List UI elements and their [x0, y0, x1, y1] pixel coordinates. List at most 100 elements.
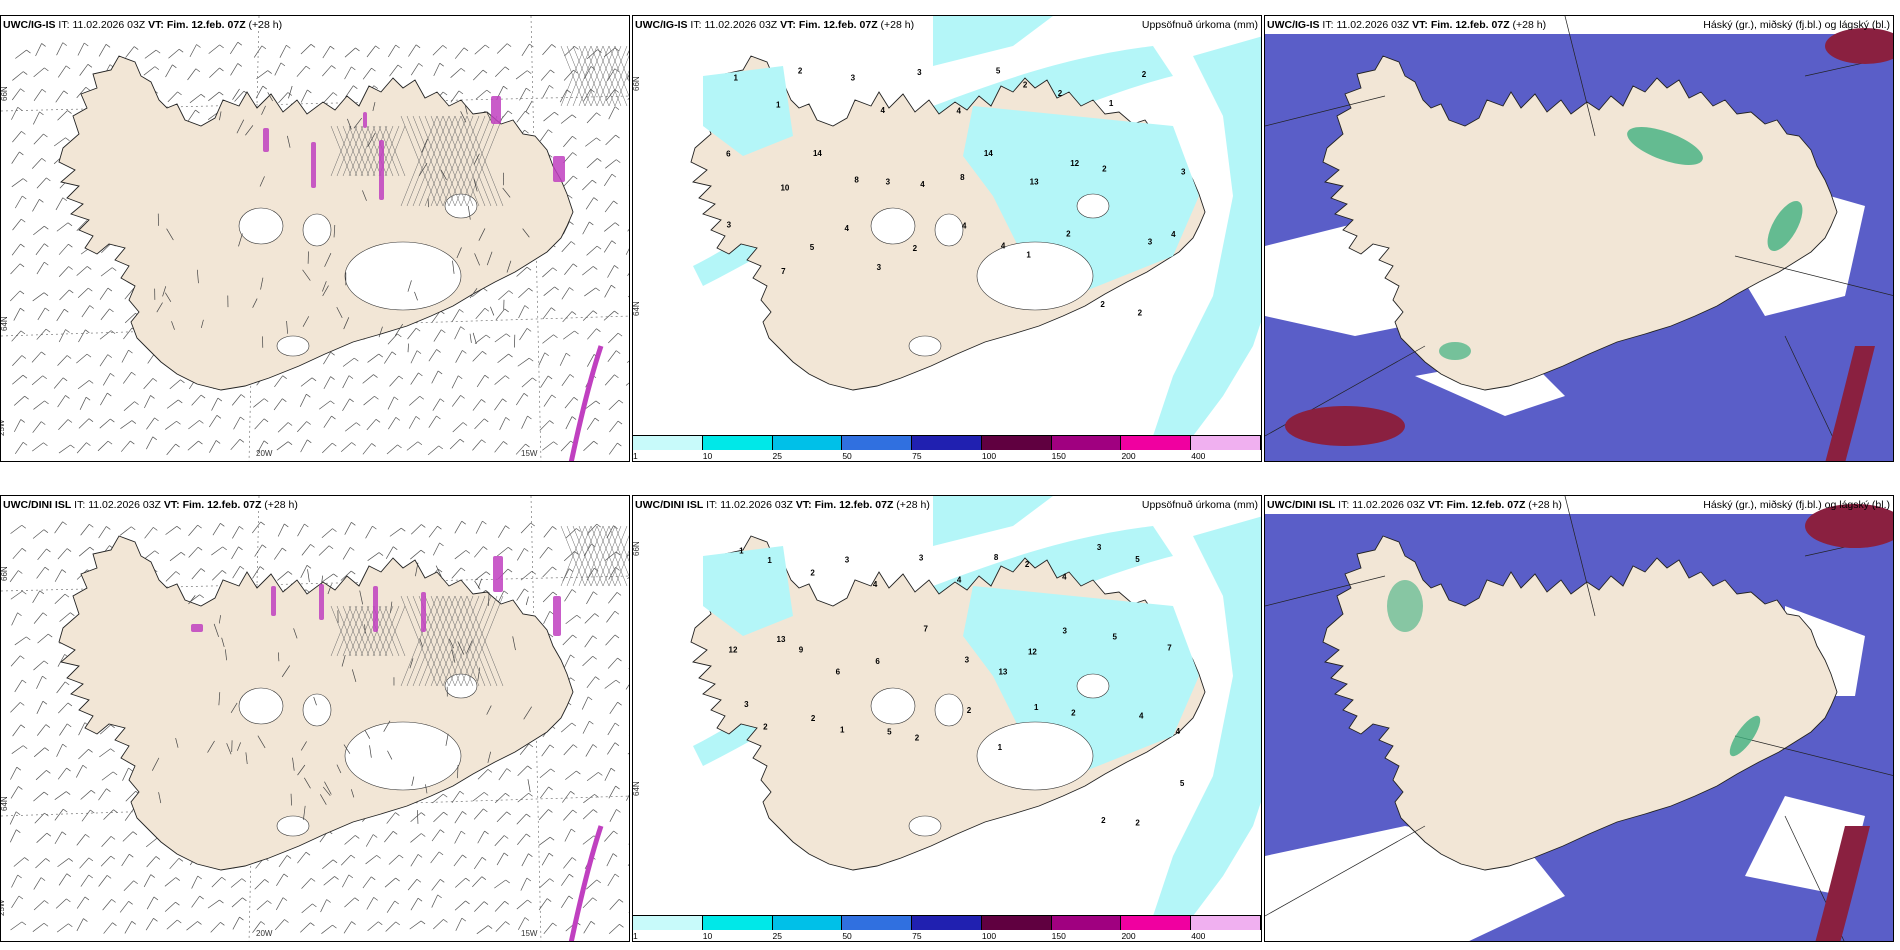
axis-label-lat66: 66N: [633, 76, 641, 91]
precip-value: 3: [1062, 627, 1067, 636]
precip-value: 6: [726, 150, 731, 159]
precip-value: 1: [1109, 99, 1114, 108]
precip-value: 8: [960, 173, 965, 182]
precip-value: 3: [727, 220, 732, 229]
precip-value: 8: [854, 175, 859, 184]
panel-title: Uppsöfnuð úrkoma (mm): [1141, 499, 1258, 511]
precip-value: 3: [917, 68, 922, 77]
axis-label-lon15: 15W: [521, 449, 538, 458]
glaciers: [238, 193, 478, 357]
colorbar-swatch: [633, 915, 703, 930]
precip-value: 3: [744, 700, 749, 709]
colorbar: 1 10 25 50 75 100 150 200 400: [633, 435, 1261, 461]
precip-value: 9: [799, 645, 804, 654]
colorbar-swatch: [981, 435, 1052, 450]
snow-band: [568, 345, 604, 461]
colorbar-swatch: [1191, 435, 1261, 450]
axis-label-lat64: 64N: [1, 796, 9, 811]
panel-cloud-bottom: UWC/DINI ISL IT: 11.02.2026 03Z VT: Fim.…: [1264, 495, 1894, 942]
precip-value: 3: [877, 263, 882, 272]
precip-value: 6: [836, 667, 841, 676]
precip-value: 2: [810, 569, 815, 578]
colorbar-tick: 150: [1051, 931, 1066, 941]
precip-value: 5: [996, 67, 1001, 76]
iceland-land: [1322, 535, 1838, 871]
colorbar-tick: 10: [702, 931, 713, 941]
panel-header: UWC/DINI ISL IT: 11.02.2026 03Z VT: Fim.…: [3, 499, 298, 511]
panel-wind-top: 66N 64N 25W 20W 15W UWC/IG-IS IT: 11.02.2026…: [0, 15, 630, 462]
colorbar-tick: 25: [772, 931, 783, 941]
precip-value: 3: [965, 655, 970, 664]
precip-value: 4: [920, 180, 925, 189]
axis-label-lat64: 64N: [633, 781, 641, 796]
colorbar-swatch: [981, 915, 1052, 930]
cloud-cover-low: [1805, 504, 1893, 941]
land-wind-barbs: [154, 85, 533, 353]
precip-value: 2: [1066, 229, 1071, 238]
precip-value: 2: [1138, 308, 1143, 317]
axis-label-lat66: 66N: [1, 86, 9, 101]
axis-label-lon15: 15W: [521, 929, 538, 938]
colorbar-tick: 200: [1121, 451, 1136, 461]
colorbar-tick: 75: [912, 451, 922, 461]
precip-value: 10: [780, 183, 789, 192]
panel-cloud-top: UWC/IG-IS IT: 11.02.2026 03Z VT: Fim. 12…: [1264, 15, 1894, 462]
axis-label-lon25: 25W: [1, 899, 6, 916]
colorbar-tick: 10: [702, 451, 713, 461]
hatched-areas: [330, 525, 629, 687]
precip-value: 12: [729, 645, 738, 654]
colorbar-swatch: [772, 915, 843, 930]
precip-value: 4: [962, 221, 967, 230]
precip-value: 3: [1148, 237, 1153, 246]
precip-value: 2: [811, 714, 816, 723]
panel-title: Uppsöfnuð úrkoma (mm): [1141, 19, 1258, 31]
colorbar-tick: 400: [1191, 931, 1206, 941]
colorbar-tick: 1: [633, 451, 638, 461]
colorbar-tick: 200: [1121, 931, 1136, 941]
axis-label-lon20: 20W: [256, 929, 273, 938]
precip-value: 2: [1102, 164, 1107, 173]
precip-value: 3: [1097, 543, 1102, 552]
colorbar-tick: 400: [1191, 451, 1206, 461]
hatched-areas: [330, 45, 629, 207]
panel-header: UWC/IG-IS IT: 11.02.2026 03Z VT: Fim. 12…: [1267, 19, 1547, 31]
panel-header: UWC/IG-IS IT: 11.02.2026 03Z VT: Fim. 12…: [3, 19, 283, 31]
colorbar-tick: 100: [981, 451, 997, 461]
precip-value: 12: [1028, 648, 1037, 657]
axis-label-lat64: 64N: [633, 301, 641, 316]
precip-value: 2: [763, 722, 768, 731]
precip-value: 4: [1176, 727, 1181, 736]
precip-value: 2: [1135, 818, 1140, 827]
colorbar-swatch: [772, 435, 843, 450]
precip-value: 2: [1025, 560, 1030, 569]
colorbar-swatch: [1121, 915, 1192, 930]
precip-value: 3: [1181, 168, 1186, 177]
panel-wind-bottom: 66N 64N 25W 20W 15W UWC/DINI ISL IT: 11.02.2…: [0, 495, 630, 942]
cloud-cover-low: [1285, 28, 1893, 461]
colorbar-swatch: [1051, 435, 1122, 450]
panel-title: Háský (gr.), miðský (fj.bl.) og lágský (…: [1703, 19, 1890, 31]
precip-value: 1: [1034, 703, 1039, 712]
precip-value: 8: [994, 553, 999, 562]
precip-value: 1: [739, 546, 744, 555]
snow-streaks: [263, 96, 565, 200]
colorbar: 1 10 25 50 75 100 150 200 400: [633, 915, 1261, 941]
precip-value: 2: [913, 244, 918, 253]
colorbar-tick: 50: [842, 451, 852, 461]
colorbar-swatch: [702, 915, 773, 930]
precip-value: 4: [873, 580, 878, 589]
precip-value: 2: [1100, 300, 1105, 309]
precip-value: 1: [776, 101, 781, 110]
precip-value: 2: [1142, 70, 1147, 79]
precip-value: 13: [777, 635, 786, 644]
precip-value: 5: [887, 727, 892, 736]
precip-value: 3: [851, 74, 856, 83]
precip-value: 4: [957, 107, 962, 116]
axis-label-lat66: 66N: [633, 541, 641, 556]
panel-precip-bottom: 1 1 2 3 4 3 4 8 2 4 3 5 7 12 13 9 6 6 7 3 13 12 3 5 4 4 3 2 2 1 5 2 2 1 1 2…: [632, 495, 1262, 942]
precip-value: 4: [1139, 711, 1144, 720]
precip-value: 5: [810, 243, 815, 252]
precip-value: 2: [967, 706, 972, 715]
